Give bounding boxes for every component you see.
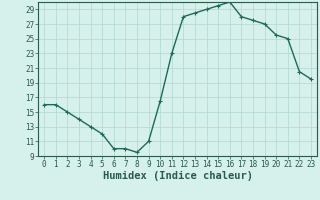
X-axis label: Humidex (Indice chaleur): Humidex (Indice chaleur): [103, 171, 252, 181]
